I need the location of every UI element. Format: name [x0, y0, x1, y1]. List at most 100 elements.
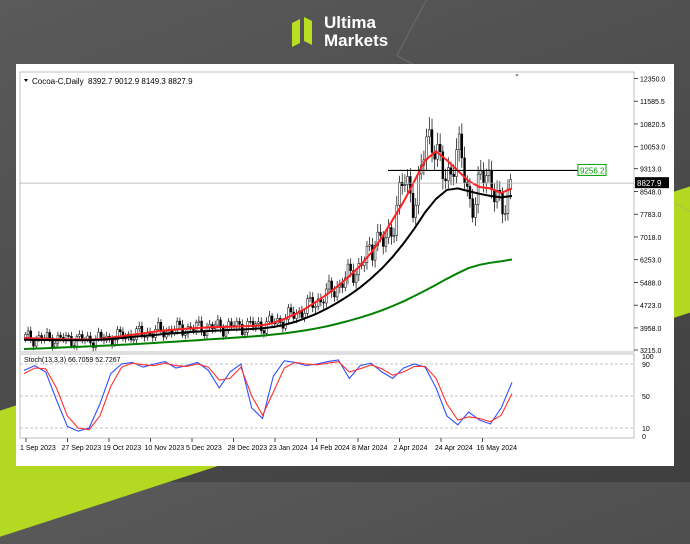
- candle-body: [474, 204, 477, 218]
- candle-body: [406, 176, 409, 185]
- candle-body: [75, 336, 79, 347]
- candle-body: [48, 332, 51, 339]
- candle-body: [417, 173, 420, 206]
- candle-body: [249, 321, 252, 323]
- x-axis-tick-label: 27 Sep 2023: [62, 445, 102, 452]
- x-axis-tick-label: 10 Nov 2023: [145, 445, 185, 452]
- candle-body: [238, 321, 241, 325]
- x-axis-tick-label: 16 May 2024: [477, 445, 518, 452]
- candle-body: [482, 170, 485, 184]
- candle-body: [138, 325, 141, 330]
- candle-body: [414, 204, 417, 218]
- candle-body: [438, 144, 442, 152]
- chart-panel: 9256.2 8827.9 100 90 50 10 0 12350.0 11585.5 10…: [16, 64, 674, 466]
- candle-body: [268, 315, 271, 322]
- candle-body: [392, 235, 396, 237]
- candle-body: [425, 136, 428, 161]
- stoch-indicator-label: Stoch(13,3,3) 66.7059 52.7267: [24, 357, 121, 364]
- y-axis-tick-label: 10053.0: [640, 145, 665, 152]
- x-axis-tick-label: 19 Oct 2023: [103, 445, 141, 452]
- candle-body: [289, 307, 293, 313]
- candle-body: [316, 298, 320, 307]
- candle-body: [363, 262, 366, 266]
- candle-body: [216, 319, 220, 326]
- candle-body: [262, 330, 266, 334]
- candle-body: [327, 280, 331, 290]
- candle-body: [485, 175, 488, 184]
- brand-name-line1: Ultima: [324, 13, 376, 32]
- current-price-value: 8827.9: [637, 179, 662, 188]
- x-axis-tick-label: 23 Jan 2024: [269, 445, 308, 452]
- y-axis-tick-label: 9313.0: [640, 167, 662, 174]
- chart-menu-icon[interactable]: [24, 79, 28, 82]
- candle-body: [401, 182, 404, 186]
- candle-body: [504, 213, 507, 215]
- ultima-logo-icon: [292, 15, 316, 49]
- candle-body: [398, 182, 401, 206]
- candle-body: [379, 231, 382, 236]
- candle-body: [119, 329, 122, 332]
- candle-body: [322, 301, 325, 304]
- candle-body: [32, 340, 35, 347]
- candle-body: [476, 173, 480, 205]
- resistance-level-tag: [577, 163, 607, 176]
- current-price-tag: [635, 177, 669, 189]
- candle-body: [86, 335, 89, 340]
- candle-body: [197, 320, 201, 323]
- candle-body: [430, 129, 434, 153]
- candle-body: [287, 307, 290, 320]
- chart-symbol-label: Cocoa-C,Daily: [32, 77, 84, 86]
- candle-body: [132, 339, 135, 341]
- candle-body: [159, 321, 163, 331]
- stoch-y-tick-label: 100: [642, 354, 654, 361]
- candle-body: [26, 330, 30, 335]
- candle-body: [352, 270, 355, 283]
- candle-body: [203, 331, 206, 337]
- candle-body: [270, 315, 274, 323]
- x-axis-tick-label: 2 Apr 2024: [394, 445, 428, 452]
- scroll-marker-icon[interactable]: [515, 74, 519, 77]
- moving-average-line-2: [23, 258, 513, 350]
- candle-body: [186, 326, 190, 335]
- candle-body: [452, 173, 455, 177]
- y-axis-tick-label: 3215.0: [640, 348, 662, 355]
- candle-body: [227, 321, 230, 330]
- candle-body: [100, 331, 103, 338]
- y-axis-tick-label: 6253.0: [640, 258, 662, 265]
- candle-body: [251, 321, 255, 328]
- candle-body: [154, 328, 157, 338]
- candle-body: [460, 133, 464, 159]
- candle-body: [349, 263, 352, 271]
- candle-body: [257, 321, 260, 325]
- candle-body: [509, 179, 512, 190]
- candle-body: [53, 342, 57, 348]
- candle-body: [444, 178, 447, 182]
- x-axis-tick-label: 14 Feb 2024: [311, 445, 350, 452]
- moving-average-line-1: [23, 187, 513, 342]
- brand-header: Ultima Markets: [292, 14, 388, 50]
- chart-ohlc-readout: 8392.7 9012.9 8149.3 8827.9: [88, 77, 193, 86]
- brand-name-line2: Markets: [324, 31, 389, 50]
- candle-body: [365, 245, 369, 263]
- y-axis-tick-label: 4723.0: [640, 303, 662, 310]
- candle-body: [67, 335, 70, 337]
- x-axis-tick-label: 8 Mar 2024: [352, 445, 388, 452]
- x-axis-tick-label: 5 Dec 2023: [186, 445, 222, 452]
- y-axis-tick-label: 7783.0: [640, 212, 662, 219]
- y-axis-tick-label: 10820.5: [640, 122, 665, 129]
- candle-body: [506, 188, 510, 214]
- candle-body: [490, 169, 493, 191]
- candle-body: [300, 310, 304, 318]
- candle-body: [457, 133, 461, 150]
- candle-body: [376, 231, 379, 246]
- candle-body: [97, 331, 100, 340]
- y-axis-tick-label: 3958.0: [640, 326, 662, 333]
- candle-body: [222, 327, 225, 337]
- x-axis-tick-label: 1 Sep 2023: [20, 445, 56, 452]
- candle-body: [455, 149, 458, 177]
- candle-body: [78, 334, 81, 337]
- candle-body: [390, 227, 393, 237]
- moving-average-line-0: [23, 150, 513, 341]
- stoch-y-tick-label: 90: [642, 362, 650, 369]
